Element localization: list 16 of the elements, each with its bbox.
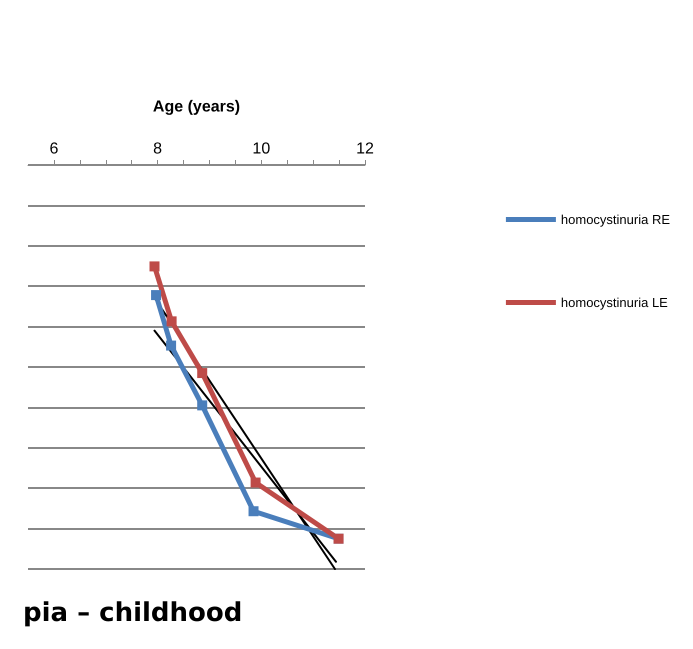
point (248, 506, 259, 516)
legend-label: homocystinuria RE (560, 212, 670, 227)
point (197, 368, 208, 378)
point (197, 400, 208, 410)
point (166, 316, 177, 326)
x-tick-label: 6 (49, 140, 58, 158)
point (166, 340, 176, 351)
legend-label: homocystinuria LE (560, 295, 668, 310)
x-tick-label: 10 (252, 140, 270, 158)
point (150, 261, 160, 272)
x-tick-label: 12 (356, 140, 374, 158)
x-tick-label: 8 (153, 140, 162, 158)
text: pia – childhood (23, 598, 242, 628)
point (250, 478, 261, 488)
point (151, 290, 162, 300)
x-axis-title: Age (years) (152, 98, 240, 116)
